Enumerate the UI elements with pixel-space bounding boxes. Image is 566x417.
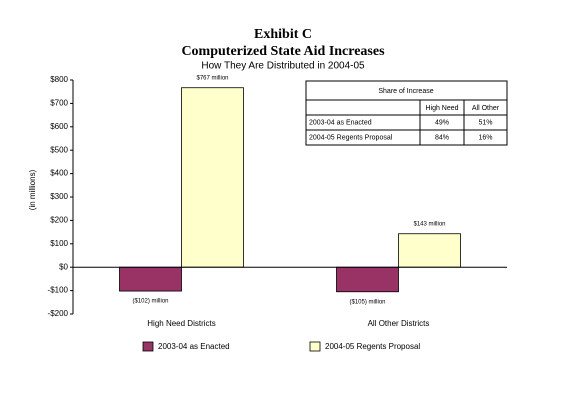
table-cell: 84% [435, 134, 449, 141]
bar [119, 266, 182, 292]
y-tick-label: $100 [50, 239, 68, 248]
chart-note: How They Are Distributed in 2004-05 [201, 61, 365, 72]
x-tick-label: All Other Districts [368, 319, 430, 328]
table-row-label: 2004-05 Regents Proposal [309, 134, 393, 141]
y-tick-label: $400 [50, 169, 68, 178]
legend-label: 2003-04 as Enacted [158, 342, 230, 351]
legend-swatch [142, 341, 154, 352]
data-label: ($102) million [132, 299, 168, 305]
bar [398, 233, 461, 268]
table-frame [305, 80, 508, 146]
y-tick-label: $200 [50, 216, 68, 225]
data-label: ($105) million [349, 299, 385, 305]
table-row-label: 2003-04 as Enacted [309, 119, 372, 126]
legend-label: 2004-05 Regents Proposal [325, 342, 420, 351]
y-tick-label: -$200 [48, 309, 69, 318]
y-tick-label: $300 [50, 192, 68, 201]
data-label: $143 million [413, 221, 445, 227]
bar [181, 87, 244, 268]
x-tick-label: High Need Districts [147, 319, 215, 328]
y-tick-label: $700 [50, 99, 68, 108]
data-label: $767 million [196, 75, 228, 81]
y-tick-label: -$100 [48, 286, 69, 295]
table-cell: 49% [435, 119, 449, 126]
table-header: High Need [425, 105, 458, 112]
y-tick-label: $600 [50, 122, 68, 131]
chart-title: Exhibit C [254, 27, 312, 42]
table-cell: 51% [478, 119, 492, 126]
bar [336, 266, 399, 293]
chart-subtitle: Computerized State Aid Increases [181, 44, 385, 59]
y-tick-label: $0 [59, 262, 68, 271]
y-tick-label: $500 [50, 145, 68, 154]
legend-swatch [309, 341, 321, 352]
y-axis-label: (in millions) [28, 169, 37, 210]
table-header: All Other [472, 105, 500, 112]
table-cell: 16% [478, 134, 492, 141]
table-title: Share of Increase [378, 88, 433, 95]
y-tick-label: $800 [50, 75, 68, 84]
